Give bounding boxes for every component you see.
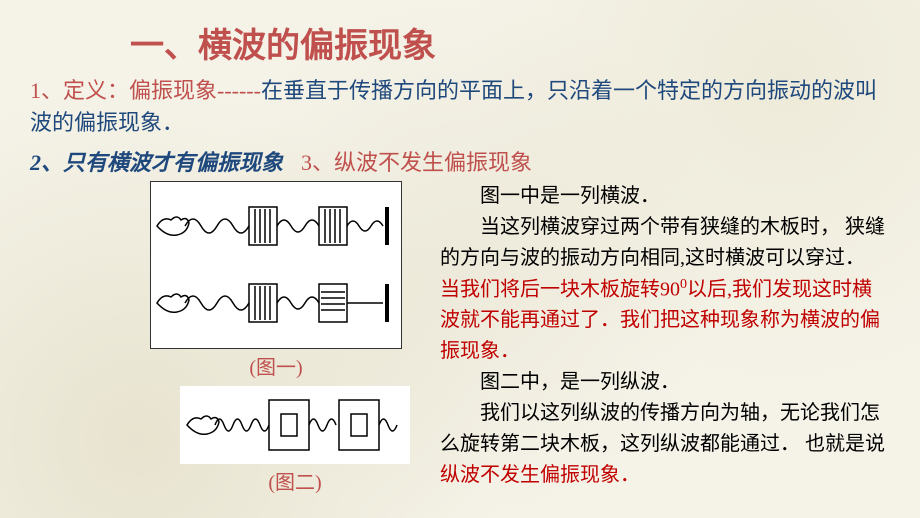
para-1b-text: 当这列横波穿过两个带有狭缝的木板时， 狭缝的方向与波的振动方向相同,这时横波可以… xyxy=(440,216,885,269)
subheading-3: 3、纵波不发生偏振现象 xyxy=(301,145,532,177)
figure-1-row-b xyxy=(155,278,395,328)
subheading-row: 2、只有横波才有偏振现象 3、纵波不发生偏振现象 xyxy=(30,145,890,177)
para-1b: 当这列横波穿过两个带有狭缝的木板时， 狭缝的方向与波的振动方向相同,这时横波可以… xyxy=(440,212,890,274)
figure-1 xyxy=(150,181,402,349)
figure-1-caption: (图一) xyxy=(150,351,402,380)
para-3b-red: 纵波不发生偏振现象． xyxy=(440,464,640,486)
subheading-2: 2、只有横波才有偏振现象 xyxy=(30,145,283,177)
figure-2 xyxy=(180,386,410,464)
definition-label: 1、定义：偏振现象------ xyxy=(30,78,261,103)
para-3b: 我们以这列纵波的传播方向为轴，无论我们怎么旋转第二块木板，这列纵波都能通过． 也… xyxy=(440,398,890,491)
definition-line: 1、定义：偏振现象------在垂直于传播方向的平面上，只沿着一个特定的方向振动… xyxy=(30,75,890,139)
para-3b-pre: 我们以这列纵波的传播方向为轴，无论我们怎么旋转第二块木板，这列纵波都能通过． 也… xyxy=(440,402,885,455)
para-1a: 图一中是一列横波． xyxy=(440,181,890,212)
figure-2-svg xyxy=(185,390,405,460)
para-2: 当我们将后一块木板旋转900以后,我们发现这时横波就不能再通过了．我们把这种现象… xyxy=(440,274,890,368)
figure-2-caption: (图二) xyxy=(180,466,410,495)
section-title: 一、横波的偏振现象 xyxy=(130,18,890,67)
para-2a: 当我们将后一块木板旋转90 xyxy=(440,278,680,300)
superscript-0: 0 xyxy=(680,277,687,292)
para-3a: 图二中，是一列纵波． xyxy=(440,367,890,398)
figure-1-row-a xyxy=(155,201,395,251)
explanation-text: 图一中是一列横波． 当这列横波穿过两个带有狭缝的木板时， 狭缝的方向与波的振动方… xyxy=(430,181,890,495)
